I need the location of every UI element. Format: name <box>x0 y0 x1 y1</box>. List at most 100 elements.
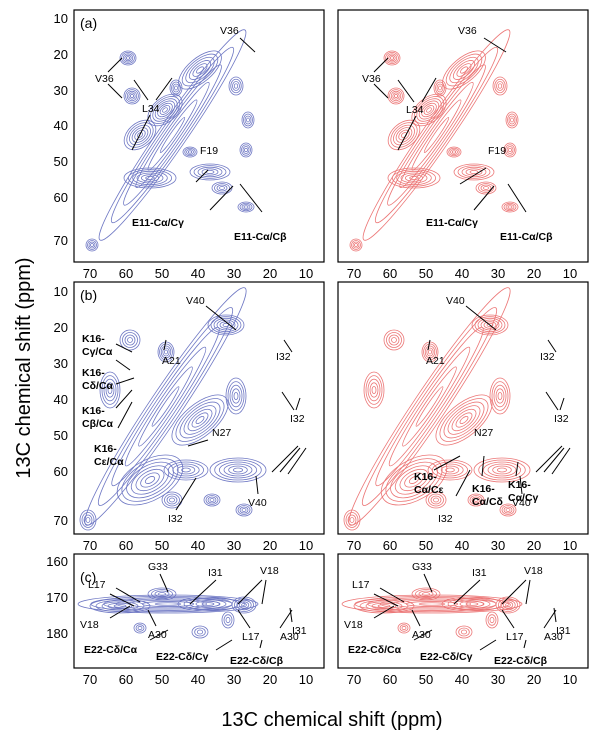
x-tick: 30 <box>227 672 241 687</box>
contour-line <box>451 150 457 154</box>
contour-line <box>435 81 445 95</box>
contour-line <box>422 592 430 596</box>
contour-line <box>415 589 437 599</box>
contour-line <box>438 85 442 91</box>
contour-line <box>195 416 205 424</box>
contour-line <box>433 497 439 503</box>
x-tick: 20 <box>527 266 541 281</box>
contour-line <box>385 52 399 65</box>
contour-line <box>369 382 379 398</box>
x-ticks-row-c: 70 60 50 40 30 20 10 70 60 50 40 30 20 1… <box>83 672 577 687</box>
contour-line <box>244 147 248 153</box>
contour-line <box>152 98 178 122</box>
peak-label: A21 <box>162 355 181 367</box>
labels-b-left: V40 K16- Cγ/Cα A21 K16- Cδ/Cα K16- Cβ/Cα… <box>82 295 305 525</box>
peak-label: E22-Cδ/Cβ <box>230 655 284 667</box>
contour-line <box>239 506 249 514</box>
y-tick: 20 <box>54 320 68 335</box>
y-tick: 20 <box>54 47 68 62</box>
x-tick: 10 <box>299 266 313 281</box>
panel-label-a: (a) <box>80 15 97 31</box>
x-tick: 50 <box>155 266 169 281</box>
panel-a-right-frame <box>337 9 589 263</box>
peak-label: V18 <box>524 565 543 577</box>
contour-line <box>388 334 400 346</box>
peak-label: E11-Cα/Cβ <box>500 231 553 243</box>
contour-line <box>374 46 499 224</box>
contour-line <box>392 92 400 100</box>
contour-line <box>473 498 479 502</box>
contour-line <box>435 394 493 446</box>
peak-label: L17 <box>506 631 524 643</box>
contour-line <box>415 386 444 427</box>
contour-line <box>495 596 521 614</box>
peak-label: V40 <box>512 497 531 509</box>
contour-line <box>135 468 165 492</box>
contour-line <box>460 66 468 74</box>
contour-line <box>126 461 174 499</box>
y-tick: 70 <box>54 513 68 528</box>
contour-line <box>448 147 460 157</box>
contour-line <box>232 467 244 473</box>
contour-line <box>162 107 168 113</box>
contour-line <box>349 238 363 252</box>
contour-line <box>181 53 219 87</box>
contour-line <box>128 92 136 100</box>
y-tick: 180 <box>46 626 68 641</box>
contour-line <box>223 614 233 626</box>
x-ticks-row-b: 70 60 50 40 30 20 10 70 60 50 40 30 20 1… <box>83 538 577 553</box>
contour-line <box>497 391 503 400</box>
peak-label: L34 <box>406 104 424 116</box>
contour-line <box>129 124 151 146</box>
peak-label: N27 <box>474 427 493 439</box>
peak-label: E22-Cδ/Cγ <box>420 651 473 663</box>
x-tick: 70 <box>347 672 361 687</box>
contour-line <box>408 476 420 484</box>
contour-line <box>242 146 250 154</box>
y-tick: 170 <box>46 590 68 605</box>
contour-line <box>132 170 168 186</box>
y-axis-label: 13C chemical shift (ppm) <box>13 257 35 478</box>
x-tick: 70 <box>347 266 361 281</box>
contour-line <box>241 603 247 608</box>
contour-line <box>453 163 495 181</box>
contour-line <box>487 463 517 477</box>
peak-label: K16- <box>82 333 105 345</box>
contour-line <box>446 146 462 158</box>
contour-line <box>459 600 485 608</box>
x-tick: 40 <box>455 266 469 281</box>
contour-line <box>508 147 512 153</box>
contour-line <box>489 377 511 415</box>
contour-line <box>469 169 479 174</box>
contour-line <box>455 412 473 428</box>
contour-line <box>482 461 522 479</box>
peak-label: E22-Cδ/Cγ <box>156 651 209 663</box>
panel-b-right-frame <box>337 281 589 535</box>
contour-line <box>443 401 485 439</box>
x-tick: 60 <box>383 266 397 281</box>
x-tick: 50 <box>419 672 433 687</box>
contour-line <box>445 53 483 87</box>
contour-line <box>169 79 183 97</box>
peak-label: A30 <box>148 629 167 641</box>
contour-line <box>505 144 515 156</box>
contour-line <box>391 337 397 343</box>
contour-line <box>460 629 468 635</box>
contour-line <box>510 117 514 123</box>
peak-label: L17 <box>352 579 370 591</box>
contour-line <box>147 93 183 127</box>
contour-line <box>197 166 223 178</box>
contour-line <box>154 602 182 606</box>
contour-line <box>503 506 513 514</box>
contour-line <box>188 60 212 80</box>
x-tick: 30 <box>491 538 505 553</box>
peak-label: I31 <box>472 567 487 579</box>
contour-line <box>485 611 499 629</box>
contour-line <box>352 241 360 249</box>
x-tick: 20 <box>263 538 277 553</box>
x-tick: 60 <box>383 538 397 553</box>
contour-line <box>239 142 253 158</box>
contour-line <box>184 147 196 157</box>
peak-label: Cα/Cε <box>414 484 444 496</box>
contour-line <box>241 144 251 156</box>
